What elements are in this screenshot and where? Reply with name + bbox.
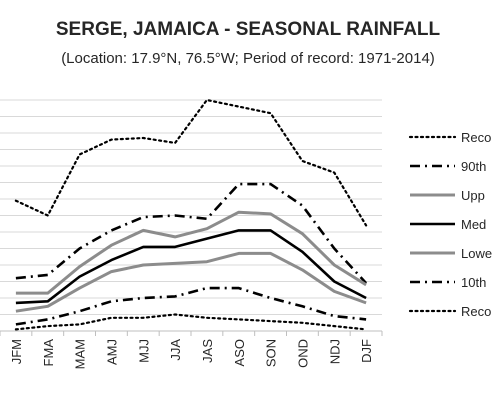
series-lines	[14, 98, 368, 331]
x-tick-label: DJF	[359, 339, 374, 363]
legend-entry: Med	[461, 217, 486, 232]
x-tick-label: JAS	[200, 339, 215, 363]
gridlines	[0, 99, 382, 332]
x-tick-label: FMA	[41, 339, 56, 367]
legend-entry: 90th	[461, 159, 486, 174]
series-line-5	[15, 251, 367, 313]
x-tick-label: JFM	[9, 339, 24, 364]
x-tick-label: MAM	[73, 339, 88, 369]
x-tick-label: OND	[295, 339, 310, 368]
x-tick-label: ASO	[232, 339, 247, 366]
legend-entry: Reco	[461, 130, 491, 145]
series-line-7	[14, 313, 368, 331]
legend-entry: Upp	[461, 188, 485, 203]
series-line-1	[14, 98, 368, 227]
series-line-4	[15, 229, 367, 305]
legend-entry: 10th	[461, 275, 486, 290]
chart-title: SERGE, JAMAICA - SEASONAL RAINFALL	[56, 19, 441, 40]
chart-subtitle: (Location: 17.9°N, 76.5°W; Period of rec…	[61, 50, 435, 67]
x-tick-label: AMJ	[104, 339, 119, 365]
series-line-2	[15, 182, 368, 284]
series-line-3	[15, 210, 367, 295]
x-tick-label: JJA	[168, 339, 183, 361]
series-line-6	[15, 286, 367, 326]
x-tick-label: NDJ	[327, 339, 342, 364]
x-axis: JFM FMA MAM AMJ MJJ JJA JAS ASO SON OND NDJ DJF	[0, 330, 383, 369]
x-tick-label: MJJ	[136, 339, 151, 363]
x-tick-label: SON	[264, 339, 279, 367]
legend-entry: Lowe	[461, 246, 492, 261]
legend-entry: Reco	[461, 304, 491, 319]
legend: Reco 90th Upp Med Lowe 10th Reco	[408, 130, 492, 319]
